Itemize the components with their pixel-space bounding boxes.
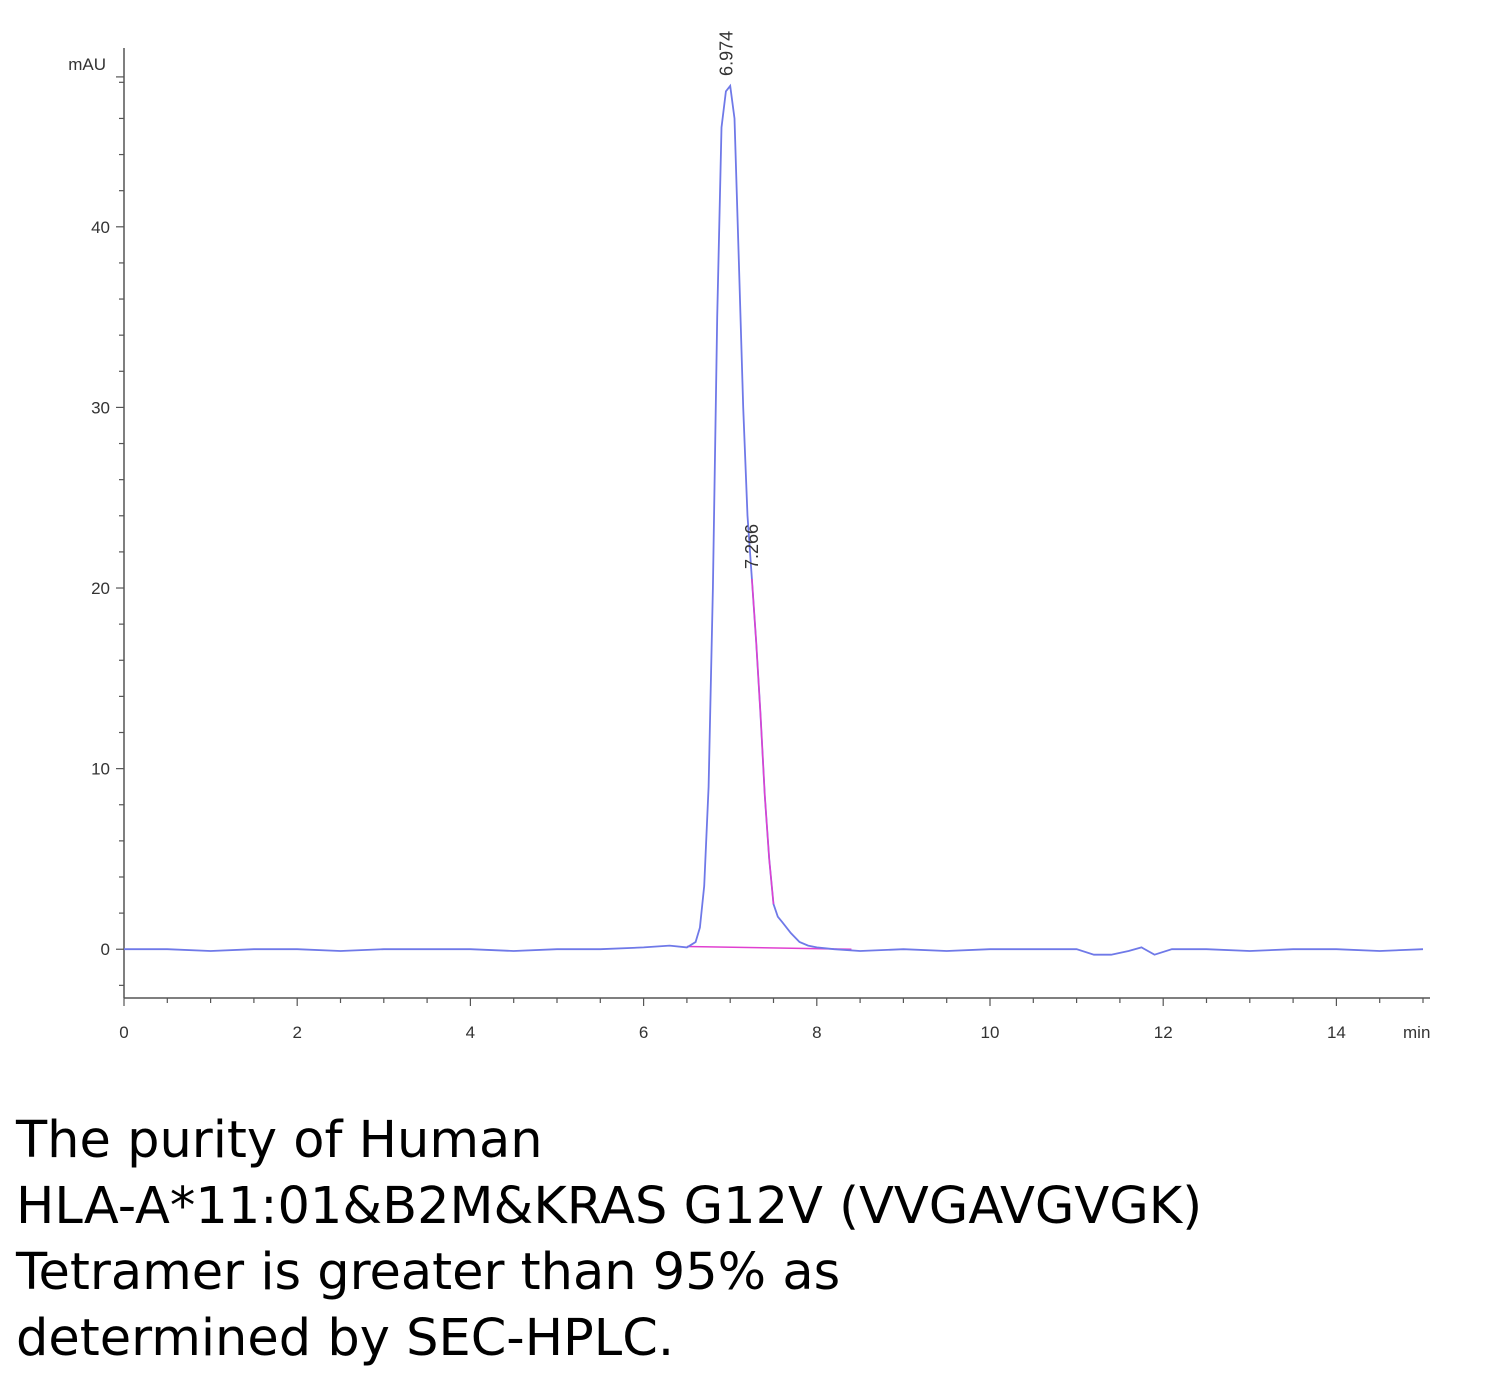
y-tick-label: 20 bbox=[91, 579, 110, 598]
caption-line-4: determined by SEC-HPLC. bbox=[16, 1309, 675, 1368]
y-axis-label: mAU bbox=[68, 55, 106, 74]
x-tick-label: 14 bbox=[1327, 1023, 1346, 1042]
peak-label: 6.974 bbox=[717, 31, 737, 76]
x-tick-label: 4 bbox=[466, 1023, 475, 1042]
x-tick-label: 0 bbox=[119, 1023, 128, 1042]
caption-line-1: The purity of Human bbox=[16, 1111, 543, 1170]
peak-labels: 6.974 7.266 bbox=[717, 31, 762, 569]
y-axis-ticks: 0 10 20 30 40 bbox=[91, 76, 124, 986]
y-tick-label: 0 bbox=[101, 940, 110, 959]
peak-label: 7.266 bbox=[742, 524, 762, 569]
x-tick-label: 8 bbox=[812, 1023, 821, 1042]
x-tick-label: 12 bbox=[1154, 1023, 1173, 1042]
y-tick-label: 30 bbox=[91, 398, 110, 417]
caption-line-3: Tetramer is greater than 95% as bbox=[16, 1243, 841, 1302]
caption: The purity of Human HLA-A*11:01&B2M&KRAS… bbox=[16, 1108, 1486, 1372]
x-axis-ticks: 0 2 4 6 8 10 12 14 bbox=[119, 998, 1424, 1042]
integrated-peak-edge bbox=[751, 578, 775, 905]
x-tick-label: 6 bbox=[639, 1023, 648, 1042]
x-axis-label: min bbox=[1403, 1023, 1430, 1042]
chromatogram-chart: mAU min 0 2 4 6 8 10 12 14 0 10 20 30 40 6.974 7.266 bbox=[68, 31, 1430, 1042]
y-tick-label: 10 bbox=[91, 760, 110, 779]
y-tick-label: 40 bbox=[91, 218, 110, 237]
x-tick-label: 2 bbox=[292, 1023, 301, 1042]
chromatogram-trace bbox=[124, 83, 1424, 956]
x-tick-label: 10 bbox=[981, 1023, 1000, 1042]
caption-line-2: HLA-A*11:01&B2M&KRAS G12V (VVGAVGVGK) bbox=[16, 1177, 1203, 1236]
